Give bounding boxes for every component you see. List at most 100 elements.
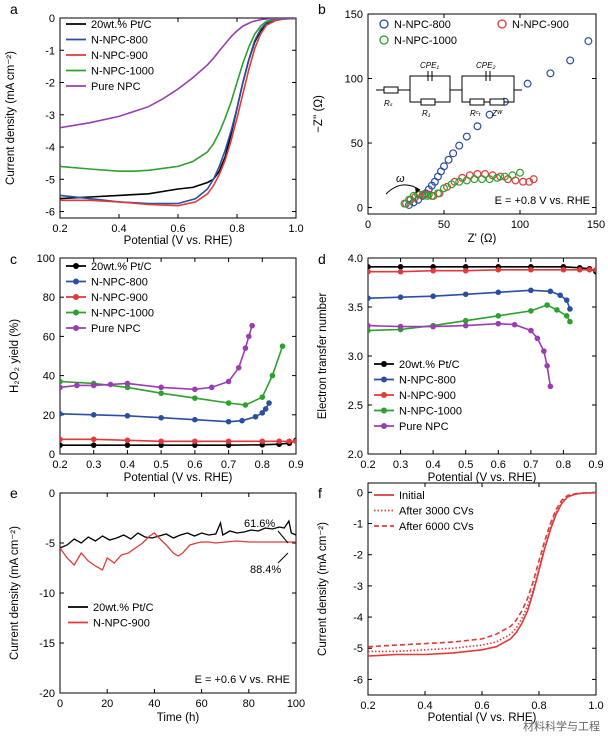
x-tick-label: 20 (101, 698, 113, 710)
data-point (534, 335, 541, 342)
data-point (462, 267, 469, 274)
x-tick-label: 0.8 (531, 700, 546, 712)
series-pure-npc (60, 18, 296, 129)
data-point (430, 267, 436, 274)
data-point (225, 442, 232, 448)
data-point (500, 172, 509, 181)
circuit-label: CPE₁ (420, 61, 439, 70)
x-tick-label: 50 (438, 219, 450, 231)
data-point (519, 177, 528, 186)
series-line (368, 322, 552, 387)
x-tick-label: 0.4 (417, 700, 432, 712)
data-point (239, 417, 245, 424)
y-tick-label: 2.5 (348, 400, 363, 412)
circuit-label: Rₛ (384, 99, 393, 108)
data-point (523, 79, 532, 88)
series-n-npc-1000 (368, 302, 573, 334)
legend-label: N-NPC-900 (91, 50, 148, 62)
panel-c: 0.2 0.3 0.4 0.5 0.6 0.7 0.8 0.9 0 20 40 60 80 100 Pote… (9, 251, 304, 484)
series-n-npc-800 (60, 400, 272, 425)
y-tick-label: -20 (39, 688, 55, 700)
panel-label: d (318, 251, 326, 267)
legend-item: N-NPC-1000 (66, 66, 154, 78)
data-point (495, 313, 502, 319)
legend-label: N-NPC-1000 (91, 308, 154, 320)
data-point (433, 189, 442, 198)
data-point (528, 327, 534, 334)
x-tick-label: 1.0 (288, 223, 303, 235)
data-point (455, 177, 464, 186)
data-point (262, 406, 269, 412)
x-tick-label: 1.0 (588, 700, 603, 712)
legend-marker (73, 263, 79, 269)
x-tick-label: 0.2 (360, 459, 375, 471)
series-line (60, 532, 296, 571)
data-point (259, 438, 266, 445)
series-line (368, 491, 596, 653)
legend-label: N-NPC-800 (91, 35, 148, 47)
series-line (368, 269, 596, 273)
omega-label: ω (396, 173, 405, 185)
circuit-resistor (469, 98, 485, 106)
data-point (60, 384, 63, 391)
x-tick-label: 0.8 (255, 459, 270, 471)
data-point (225, 400, 232, 406)
x-axis-label: Time (h) (157, 712, 200, 724)
x-tick-label: 0.3 (393, 459, 408, 471)
y-tick-label: 150 (345, 9, 363, 21)
legend-item: 20wt.% Pt/C (68, 602, 154, 614)
data-point (400, 199, 409, 208)
data-point (259, 410, 266, 416)
data-point (495, 266, 502, 273)
data-point (495, 320, 502, 327)
legend-label: N-NPC-800 (394, 19, 451, 31)
data-point (192, 416, 198, 423)
data-point (528, 287, 534, 294)
legend-label: Initial (399, 490, 425, 502)
x-tick-label: 0.4 (425, 459, 440, 471)
data-point (546, 69, 555, 78)
y-tick-label: 80 (43, 292, 55, 304)
y-tick-label: -1 (353, 519, 363, 531)
series-n-npc-800 (368, 287, 573, 312)
y-tick-label: -6 (353, 674, 363, 686)
data-point (430, 293, 436, 300)
legend-label: After 6000 CVs (399, 521, 474, 533)
legend: N-NPC-800 N-NPC-900 N-NPC-1000 (379, 19, 569, 47)
legend: Initial After 3000 CVs After 6000 CVs (374, 490, 474, 533)
y-tick-label: -15 (39, 638, 55, 650)
x-tick-label: 0.5 (458, 459, 473, 471)
legend-label: N-NPC-1000 (399, 406, 462, 418)
y-tick-label: -2 (353, 550, 363, 562)
legend-item: N-NPC-900 (68, 618, 150, 630)
x-tick-label: 0.2 (52, 223, 67, 235)
y-axis-label: Current density (mA cm⁻²) (5, 51, 17, 185)
data-point (192, 438, 198, 445)
legend-item: N-NPC-800 (374, 375, 456, 387)
data-point (242, 345, 249, 351)
circuit-label: R₁ (422, 109, 431, 118)
panel-label: c (10, 251, 17, 267)
x-tick-label: 0.5 (153, 459, 168, 471)
x-tick-label: 0.3 (86, 459, 101, 471)
legend-label: Pure NPC (91, 81, 141, 93)
watermark-text: 材料科学与工程 (523, 719, 600, 733)
data-point (485, 175, 494, 184)
y-tick-label: -5 (45, 174, 55, 186)
data-point (60, 442, 63, 448)
data-point (485, 110, 494, 119)
legend-label: N-NPC-900 (93, 618, 150, 630)
panel-label: a (10, 1, 18, 17)
legend-marker (381, 407, 387, 414)
x-tick-label: 40 (148, 698, 160, 710)
data-point (90, 436, 97, 443)
data-point (560, 266, 567, 273)
data-point (368, 268, 371, 275)
legend-item: After 6000 CVs (374, 521, 474, 533)
data-point (511, 321, 518, 328)
legend-item: N-NPC-900 (66, 50, 148, 62)
legend-label: 20wt.% Pt/C (91, 261, 152, 273)
x-tick-label: 100 (511, 219, 529, 231)
legend-item: N-NPC-1000 (379, 35, 457, 47)
circuit-warburg (489, 98, 505, 106)
